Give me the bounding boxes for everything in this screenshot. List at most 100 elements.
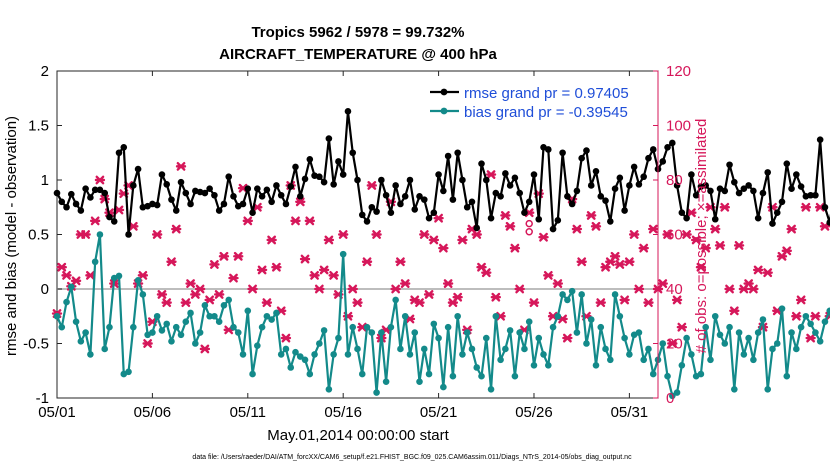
assimilated-point — [657, 279, 668, 288]
assimilated-point — [366, 181, 378, 190]
assimilated-point — [213, 290, 225, 299]
rmse-point — [296, 193, 304, 200]
rmse-point — [358, 211, 366, 219]
rmse-point — [669, 139, 676, 147]
bias-point — [306, 370, 314, 378]
bias-point — [106, 323, 113, 331]
rmse-point — [163, 181, 171, 188]
assimilated-point — [347, 284, 358, 294]
bias-point — [335, 334, 342, 342]
assimilated-point — [719, 202, 730, 212]
y-left-tick-label: 0.5 — [28, 227, 49, 244]
rmse-point — [516, 189, 523, 197]
rmse-point — [378, 176, 385, 184]
assimilated-point — [337, 230, 349, 239]
bias-point — [311, 351, 318, 358]
bias-point — [392, 296, 399, 304]
bias-point — [783, 372, 791, 380]
rmse-point — [525, 198, 533, 206]
bias-point — [168, 338, 175, 345]
bias-point — [134, 276, 142, 284]
rmse-point — [649, 146, 657, 153]
bias-point — [740, 351, 748, 358]
bias-point — [583, 340, 590, 347]
bias-point — [358, 370, 366, 378]
rmse-point — [502, 170, 509, 177]
bias-point — [139, 291, 147, 298]
rmse-point — [702, 182, 709, 189]
rmse-point — [554, 217, 562, 224]
rmse-point — [664, 144, 671, 151]
bias-point — [387, 323, 395, 331]
legend-box — [428, 80, 652, 123]
rmse-point — [254, 185, 261, 193]
bias-point — [411, 329, 419, 336]
bias-point — [268, 316, 275, 323]
bias-point — [234, 329, 242, 336]
bias-point — [568, 287, 576, 295]
assimilated-point — [323, 235, 335, 245]
bias-point — [440, 383, 447, 391]
rmse-point — [316, 173, 323, 181]
bias-point — [282, 345, 290, 353]
assimilated-point — [261, 298, 273, 308]
rmse-point — [301, 175, 309, 183]
bias-point — [554, 312, 562, 320]
assimilated-point — [552, 279, 564, 288]
rmse-point — [821, 203, 829, 211]
rmse-point — [392, 182, 399, 189]
bias-point — [607, 356, 614, 364]
rmse-point — [778, 198, 786, 206]
assimilated-point — [676, 322, 688, 332]
assimilated-point — [485, 170, 497, 179]
rmse-point — [153, 201, 161, 209]
bias-point — [540, 351, 547, 358]
bias-point — [192, 340, 199, 347]
legend: rmse grand pr = 0.97405 bias grand pr = … — [428, 80, 652, 123]
bias-point — [230, 323, 237, 331]
assimilated-point — [805, 333, 816, 343]
rmse-point — [678, 209, 686, 216]
y-right-tick-label: 60 — [666, 227, 683, 244]
rmse-point — [349, 149, 357, 157]
assimilated-point — [514, 284, 525, 294]
bias-point — [430, 320, 438, 328]
rmse-point — [187, 200, 194, 208]
assimilated-point — [204, 295, 215, 305]
rmse-point — [401, 193, 409, 200]
assimilated-point — [628, 230, 640, 239]
legend-rmse-marker — [440, 88, 448, 96]
rmse-point — [106, 213, 113, 221]
rmse-point — [282, 200, 290, 208]
assimilated-point — [414, 298, 425, 308]
assimilated-point — [175, 161, 187, 171]
rmse-point — [764, 169, 772, 176]
assimilated-point — [433, 213, 444, 223]
bias-point — [788, 329, 795, 336]
bias-point — [420, 345, 428, 353]
rmse-point — [511, 174, 519, 182]
assimilated-point — [180, 298, 191, 308]
bias-point — [816, 338, 824, 345]
bias-point — [492, 312, 500, 320]
y-right-tick-label: 100 — [666, 118, 691, 135]
rmse-point — [621, 207, 628, 214]
bias-point — [82, 329, 89, 336]
y-axis-right-label: # of obs: o=possible; ×=assimilated — [693, 119, 710, 354]
rmse-point — [506, 182, 514, 189]
rmse-point — [607, 218, 614, 225]
rmse-point — [397, 200, 404, 208]
rmse-point — [206, 185, 213, 193]
bias-point — [373, 389, 380, 396]
rmse-point — [101, 189, 108, 197]
assimilated-point — [113, 205, 125, 215]
assimilated-point — [80, 230, 91, 239]
rmse-point — [292, 163, 299, 171]
bias-point — [339, 250, 347, 258]
bias-point — [750, 356, 757, 364]
rmse-point — [239, 200, 247, 208]
rmse-point — [287, 183, 295, 190]
bias-point — [316, 340, 323, 347]
y-right-tick-label: 80 — [666, 172, 683, 189]
bias-point — [640, 356, 647, 364]
